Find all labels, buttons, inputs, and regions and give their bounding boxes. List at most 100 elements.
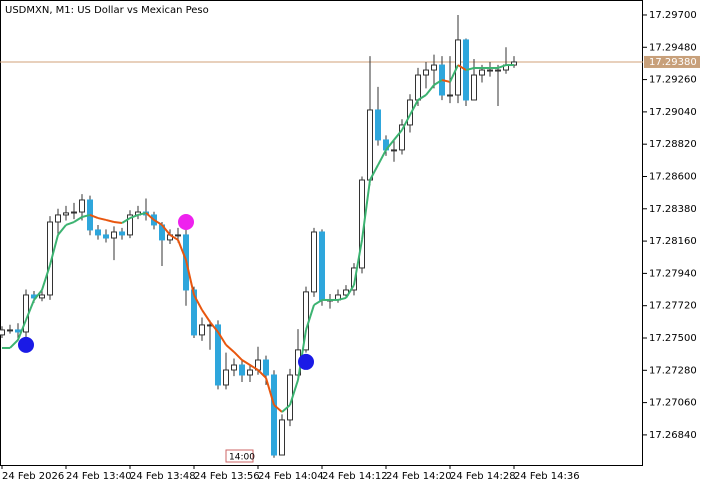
ma-segment <box>105 218 115 223</box>
candle-body <box>7 329 13 332</box>
ma-segment <box>289 379 299 406</box>
y-tick-label: 17.26840 <box>649 430 697 441</box>
x-tick-label: 24 Feb 14:12 <box>322 471 388 482</box>
last-price-box <box>644 55 700 68</box>
ma-segment <box>441 79 451 83</box>
chart-title: USDMXN, M1: US Dollar vs Mexican Peso <box>5 5 209 16</box>
ma-segment <box>345 284 355 299</box>
ma-segment <box>257 369 267 379</box>
candle-body <box>479 69 485 76</box>
ma-segment <box>185 259 195 296</box>
ma-segment <box>409 99 419 116</box>
ma-segment <box>65 221 75 226</box>
ma-segment <box>121 217 131 224</box>
ma-segment <box>113 221 123 225</box>
signal-marker <box>298 353 314 370</box>
candle-body <box>271 374 277 456</box>
candle-body <box>15 329 21 333</box>
ma-segment <box>209 321 219 333</box>
ma-segment <box>353 239 363 286</box>
time-marker-box <box>225 449 254 463</box>
candle-body <box>127 214 133 236</box>
ma-segment <box>57 224 67 236</box>
x-tick-label: 24 Feb 13:48 <box>130 471 196 482</box>
ma-segment <box>97 217 107 221</box>
ma-segment <box>497 64 507 69</box>
candle-body <box>311 231 317 293</box>
signal-marker <box>18 336 34 353</box>
candle-body <box>431 64 437 71</box>
ma-segment <box>449 64 459 83</box>
candle-body <box>279 419 285 456</box>
ma-segment <box>385 139 395 151</box>
ma-segment <box>241 359 251 366</box>
y-tick-label: 17.27940 <box>649 268 697 279</box>
ma-segment <box>41 264 51 291</box>
x-tick-label: 24 Feb 14:20 <box>386 471 452 482</box>
ma-segment <box>193 294 203 311</box>
y-tick-label: 17.28600 <box>649 171 697 182</box>
candle-body <box>95 229 101 236</box>
candle-body <box>247 369 253 376</box>
x-tick-label: 24 Feb 14:28 <box>450 471 516 482</box>
time-marker: 14:00 <box>229 453 255 463</box>
candle-body <box>71 211 77 214</box>
signal-marker <box>178 214 194 231</box>
candle-body <box>399 124 405 151</box>
ma-segment <box>273 404 283 413</box>
ma-segment <box>233 351 243 361</box>
x-tick-label: 24 Feb 2026 <box>2 471 64 482</box>
candle-body <box>407 99 413 126</box>
ma-segment <box>305 304 315 331</box>
ma-segment <box>17 319 27 341</box>
candle-body <box>215 324 221 386</box>
ma-segment <box>145 212 155 221</box>
candle-body <box>175 234 181 237</box>
ma-segment <box>425 84 435 96</box>
x-tick-label: 24 Feb 13:40 <box>66 471 132 482</box>
ma-segment <box>137 211 147 216</box>
candle-body <box>263 359 269 376</box>
candle-body <box>423 69 429 76</box>
y-tick-label: 17.27720 <box>649 301 697 312</box>
ma-segment <box>161 224 171 236</box>
y-tick-label: 17.29480 <box>649 42 697 53</box>
ma-segment <box>361 179 371 241</box>
candle-body <box>39 294 45 299</box>
candle-body <box>471 74 477 101</box>
ma-segment <box>129 214 139 219</box>
candle-body <box>63 212 69 216</box>
ma-segment <box>169 234 179 241</box>
candle-body <box>103 234 109 239</box>
ma-segment <box>281 404 291 413</box>
ma-segment <box>377 149 387 166</box>
candle-body <box>415 74 421 101</box>
ma-segment <box>417 94 427 101</box>
x-tick-label: 24 Feb 13:56 <box>194 471 260 482</box>
y-tick-label: 17.27500 <box>649 333 697 344</box>
candle-body <box>367 109 373 181</box>
ma-segment <box>177 239 187 261</box>
plot-area <box>0 14 643 458</box>
candle-body <box>191 289 197 336</box>
ma-segment <box>9 339 19 349</box>
candle-body <box>391 149 397 152</box>
y-tick-label: 17.28160 <box>649 236 697 247</box>
ma-segment <box>33 289 43 301</box>
ma-segment <box>49 234 59 266</box>
ma-segment <box>393 129 403 141</box>
ma-segment <box>401 114 411 131</box>
ma-segment <box>337 296 347 301</box>
candle-body <box>447 94 453 97</box>
candle-body <box>199 324 205 336</box>
y-tick-label: 17.29700 <box>649 10 697 21</box>
y-tick-label: 17.28820 <box>649 139 697 150</box>
candle-body <box>487 69 493 72</box>
last-price-label: 17.29380 <box>649 57 697 68</box>
ma-segment <box>225 344 235 353</box>
candle-body <box>351 267 357 291</box>
ma-segment <box>217 331 227 346</box>
candle-body <box>319 231 325 301</box>
ma-segment <box>25 299 35 321</box>
